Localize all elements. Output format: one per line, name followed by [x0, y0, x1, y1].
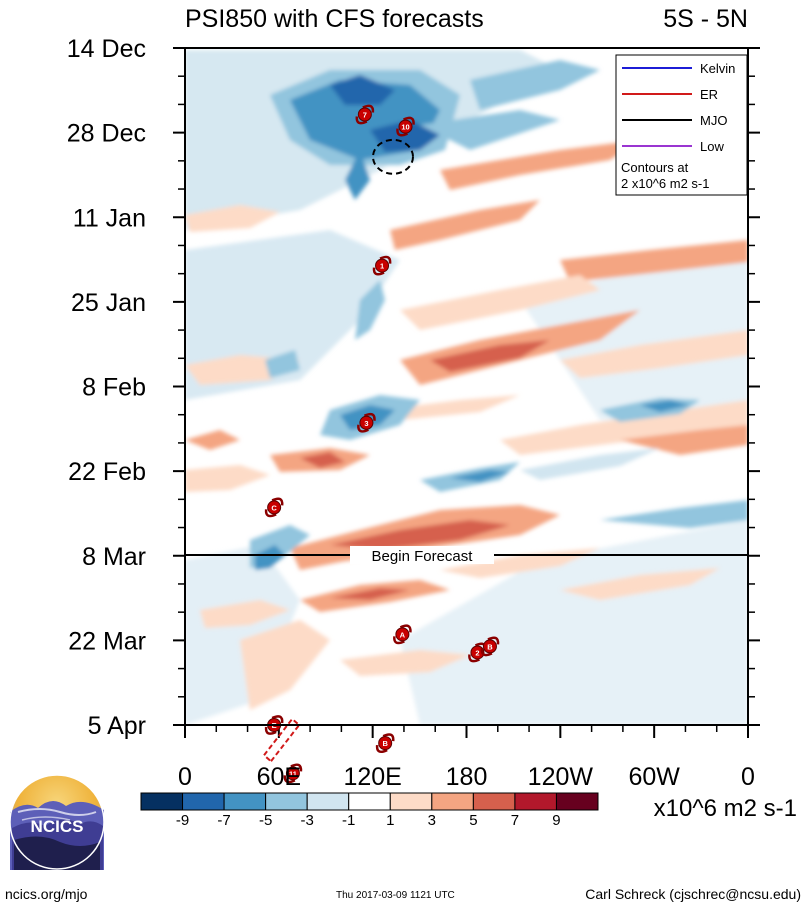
legend-contour-note-1: Contours at	[621, 160, 689, 175]
y-tick-label: 11 Jan	[73, 204, 146, 232]
y-tick-label: 14 Dec	[67, 35, 146, 63]
colorbar-label: 7	[511, 812, 519, 829]
storm-label: B	[382, 739, 388, 748]
storm-label: 3	[364, 419, 368, 428]
chart-title: PSI850 with CFS forecasts	[185, 5, 484, 33]
axis-ticks	[173, 47, 760, 738]
colorbar-swatch	[389, 792, 433, 811]
storm-label: 7	[363, 110, 367, 119]
storm-label: 11	[289, 769, 297, 778]
colorbar-swatch	[348, 792, 391, 811]
storm-marker: C	[264, 497, 284, 518]
y-tick-label: 28 Dec	[67, 120, 146, 148]
storm-label: C	[271, 503, 277, 512]
colorbar-label: 5	[469, 812, 477, 829]
colorbar-swatch	[472, 792, 516, 811]
x-tick-label: 120W	[528, 763, 594, 791]
storm-label: 1	[380, 262, 384, 271]
colorbar-swatch	[223, 792, 267, 811]
x-tick-label: 120E	[343, 763, 401, 791]
storm-marker: B	[375, 733, 395, 754]
colorbar-swatch	[265, 792, 308, 811]
colorbar-label: 9	[552, 812, 560, 829]
storm-marker: 1	[372, 255, 392, 276]
colorbar-swatch	[140, 792, 184, 811]
logo-text: NCICS	[31, 817, 84, 836]
x-tick-label: 0	[178, 763, 192, 791]
footer-author: Carl Schreck (cjschrec@ncsu.edu)	[585, 886, 801, 902]
y-tick-label: 22 Mar	[68, 627, 146, 655]
colorbar-units: x10^6 m2 s-1	[654, 795, 797, 822]
storm-label: A	[400, 630, 406, 639]
forecast-label-bg	[350, 546, 494, 564]
y-tick-labels: 14 Dec 28 Dec 11 Jan 25 Jan 8 Feb 22 Feb 8 Mar…	[67, 35, 146, 740]
x-tick-label: 180	[446, 763, 488, 791]
colorbar-swatch	[514, 792, 557, 811]
legend-label: Kelvin	[700, 61, 735, 76]
colorbar-swatch	[555, 792, 599, 811]
colorbar-swatch	[431, 792, 474, 811]
x-tick-labels: 0 60E 120E 180 120W 60W 0	[178, 763, 755, 791]
storm-label: B	[487, 642, 493, 651]
forecast-label: Begin Forecast	[372, 548, 474, 565]
legend: Kelvin ER MJO Low Contours at 2 x10^6 m2 s-…	[615, 54, 748, 196]
storm-marker: B	[480, 636, 500, 657]
colorbar-label: 1	[386, 812, 394, 829]
mjo-contour	[371, 138, 414, 175]
er-contour	[262, 717, 301, 763]
storm-marker: 11	[283, 763, 303, 784]
storm-marker: 7	[355, 104, 375, 125]
colorbar-label: -7	[217, 812, 230, 829]
footer-url: ncics.org/mjo	[5, 886, 88, 902]
y-tick-label: 5 Apr	[88, 712, 146, 740]
legend-label: ER	[700, 87, 718, 102]
colorbar: -9 -7 -5 -3 -1 1 3 5 7 9	[140, 792, 599, 829]
x-tick-label: 60E	[257, 763, 301, 791]
x-tick-label: 0	[741, 763, 755, 791]
colorbar-label: -5	[259, 812, 272, 829]
ncics-logo: NCICS	[9, 774, 105, 870]
legend-contour-note-2: 2 x10^6 m2 s-1	[621, 176, 709, 191]
colorbar-label: -3	[301, 812, 314, 829]
colorbar-swatch	[306, 792, 350, 811]
x-tick-label: 60W	[628, 763, 680, 791]
legend-label: MJO	[700, 113, 727, 128]
footer-timestamp: Thu 2017-03-09 1121 UTC	[336, 890, 455, 901]
storm-marker: 3	[357, 412, 376, 433]
storm-label: 2	[475, 648, 479, 657]
legend-label: Low	[700, 139, 724, 154]
chart-region: 5S - 5N	[663, 5, 748, 33]
y-tick-label: 25 Jan	[71, 289, 146, 317]
colorbar-swatch	[182, 792, 225, 811]
y-tick-label: 8 Feb	[82, 374, 146, 402]
y-tick-label: 22 Feb	[68, 458, 146, 486]
colorbar-label: -1	[342, 812, 355, 829]
colorbar-label: -9	[176, 812, 189, 829]
storm-marker: A	[393, 624, 412, 645]
plot-frame	[184, 47, 749, 726]
storm-label: 10	[401, 123, 409, 132]
storm-marker: 10	[396, 116, 415, 137]
y-tick-label: 8 Mar	[82, 543, 146, 571]
colorbar-label: 3	[428, 812, 436, 829]
